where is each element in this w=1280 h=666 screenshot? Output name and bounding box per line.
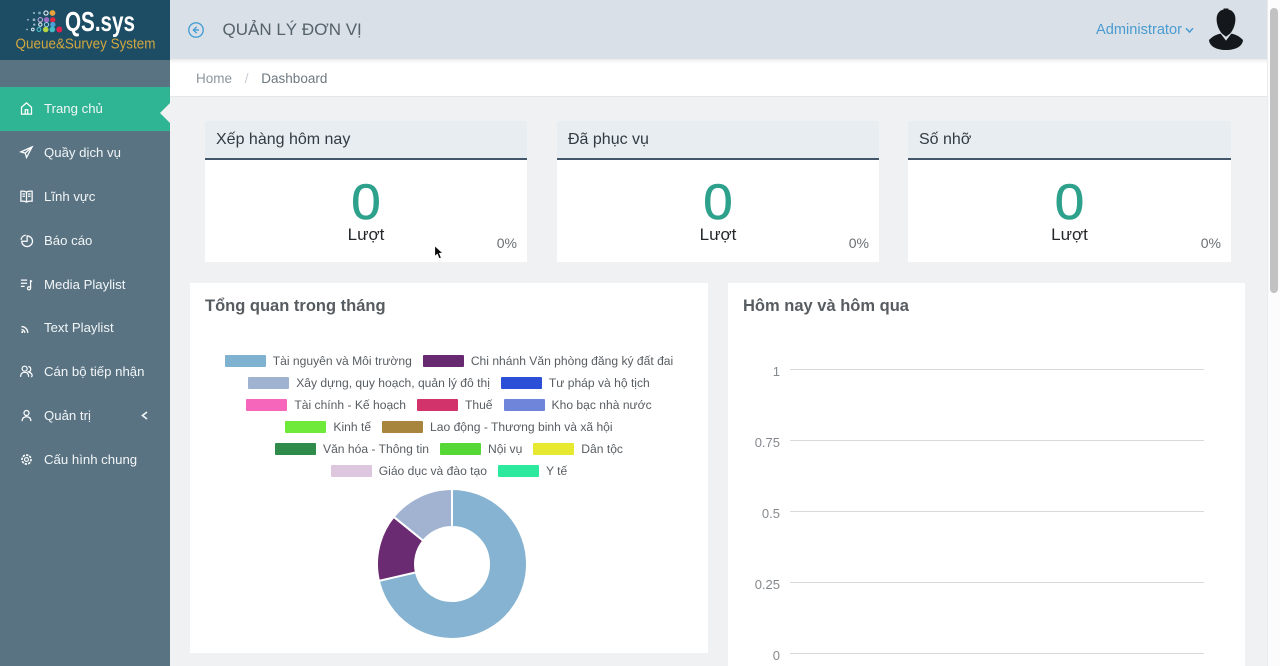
svg-text:Queue&Survey System: Queue&Survey System (16, 36, 156, 53)
svg-text:QS.sys: QS.sys (65, 6, 135, 37)
